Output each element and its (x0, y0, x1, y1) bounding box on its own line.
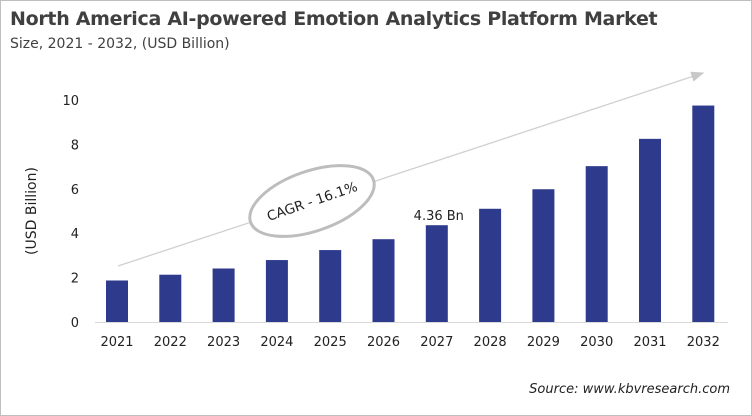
bar-2031 (639, 138, 661, 322)
x-tick-label: 2031 (633, 335, 666, 350)
x-tick-label: 2023 (207, 335, 240, 350)
x-tick-label: 2026 (367, 335, 400, 350)
y-tick-label: 6 (71, 183, 79, 198)
trend-arrow (117, 71, 705, 267)
bar-2026 (372, 239, 395, 322)
x-tick-label: 2027 (420, 335, 453, 350)
y-tick-label: 8 (71, 138, 79, 153)
x-tick-label: 2030 (580, 335, 613, 350)
x-tick-label: 2022 (154, 335, 187, 350)
bar-2023 (212, 268, 235, 322)
bar-2029 (532, 189, 555, 322)
bar-2030 (585, 166, 608, 322)
value-label-2027: 4.36 Bn (414, 209, 464, 224)
bar-2025 (319, 250, 342, 322)
bar-2028 (479, 208, 502, 322)
bar-2032 (692, 105, 715, 322)
x-tick-label: 2032 (687, 335, 720, 350)
chart-title: North America AI-powered Emotion Analyti… (10, 8, 658, 30)
bar-2021 (106, 280, 128, 322)
y-axis-label: (USD Billion) (24, 167, 40, 255)
x-tick-label: 2024 (260, 335, 293, 350)
x-tick-label: 2029 (527, 335, 560, 350)
x-tick-label: 2021 (100, 335, 133, 350)
source-note: Source: www.kbvresearch.com (529, 382, 730, 397)
bar-2027 (425, 225, 448, 322)
bar-2024 (265, 260, 288, 322)
y-tick-label: 10 (62, 94, 79, 109)
x-tick-label: 2028 (474, 335, 507, 350)
y-tick-label: 4 (71, 227, 79, 242)
chart-subtitle: Size, 2021 - 2032, (USD Billion) (10, 36, 230, 52)
x-tick-label: 2025 (314, 335, 347, 350)
y-tick-label: 0 (71, 316, 79, 331)
cagr-annotation: CAGR - 16.1% (248, 164, 376, 238)
bar-2022 (159, 274, 182, 322)
y-tick-label: 2 (71, 272, 79, 287)
